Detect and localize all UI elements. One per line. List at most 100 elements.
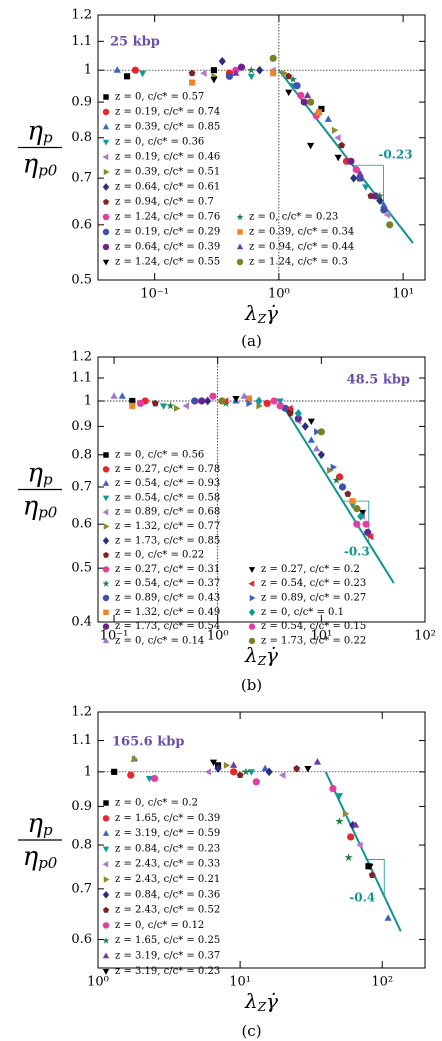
y-tick-label: 0.7 (71, 881, 92, 896)
data-point (352, 821, 360, 828)
data-point (188, 69, 196, 77)
legend-label: z = 1.65, c/c* = 0.25 (115, 935, 220, 946)
slope-triangle (366, 859, 385, 897)
legend-marker (102, 213, 110, 221)
legend-label: z = 0.94, c/c* = 0.7 (115, 197, 214, 208)
legend-marker (248, 580, 255, 587)
legend-label: z = 3.19, c/c* = 0.59 (115, 828, 220, 839)
y-label-numerator: ηp (27, 459, 53, 489)
legend-label: z = 2.43, c/c* = 0.21 (115, 874, 220, 885)
data-point (338, 483, 347, 491)
legend-label: z = 0.84, c/c* = 0.36 (115, 889, 220, 900)
data-point (315, 109, 322, 116)
y-tick-label: 1 (84, 63, 92, 78)
data-point (300, 98, 308, 106)
plot-frame (97, 711, 426, 969)
legend-label: z = 3.19, c/c* = 0.23 (115, 966, 220, 977)
legend-label: z = 0.27, c/c* = 0.31 (115, 564, 220, 575)
y-label-numerator: ηp (27, 809, 53, 839)
data-point (349, 820, 357, 830)
data-point (200, 69, 207, 77)
data-point (247, 73, 255, 81)
legend-marker (102, 936, 110, 944)
y-tick-label: 0.9 (71, 419, 92, 434)
x-tick-label: 10² (414, 629, 436, 644)
legend-marker (103, 876, 110, 883)
legend-label: z = 0.19, c/c* = 0.74 (115, 107, 220, 118)
data-point (324, 115, 332, 122)
legend-marker (103, 168, 110, 176)
data-point (307, 418, 315, 426)
data-point (294, 414, 302, 423)
data-point (375, 191, 384, 200)
data-point (335, 793, 344, 800)
y-label-part: η (27, 809, 43, 839)
x-label-part: Z (257, 312, 267, 326)
legend-marker (236, 213, 244, 221)
legend-marker (102, 637, 110, 644)
data-point (288, 75, 298, 83)
data-point (358, 509, 367, 517)
data-point (210, 67, 217, 74)
data-point (334, 134, 341, 142)
y-label-part: η (23, 492, 39, 522)
legend-label: z = 0.39, c/c* = 0.34 (249, 227, 354, 238)
data-point (232, 69, 240, 76)
x-tick-label: 10¹ (310, 629, 332, 644)
legend-label: z = 0, c/c* = 0.12 (115, 920, 204, 931)
x-label-part: λ (244, 301, 258, 325)
data-point (353, 505, 361, 513)
legend-marker (236, 258, 244, 266)
x-label-part: λ (244, 643, 258, 667)
data-point (347, 157, 355, 165)
data-point (307, 436, 315, 443)
legend-label: z = 0.94, c/c* = 0.44 (249, 242, 354, 253)
y-label-part: p (43, 129, 53, 147)
data-point (306, 98, 315, 106)
data-point (127, 771, 135, 779)
y-label-part: p0 (38, 504, 58, 522)
legend-marker (102, 228, 110, 236)
data-point (270, 397, 278, 405)
data-point (342, 810, 350, 818)
x-tick-label: 10⁰ (268, 287, 290, 302)
data-point (317, 450, 325, 460)
legend-label: z = 0, c/c* = 0.23 (249, 212, 338, 223)
legend-label: z = 1.32, c/c* = 0.49 (115, 607, 220, 618)
slope-label: -0.23 (378, 148, 412, 162)
x-label: λZγ̇ (244, 643, 278, 668)
data-point (383, 211, 391, 219)
legend-label: z = 0, c/c* = 0.56 (115, 450, 204, 461)
data-point (386, 221, 394, 229)
legend-label: z = 0.64, c/c* = 0.61 (115, 182, 220, 193)
data-point (278, 771, 286, 779)
legend-marker (102, 198, 110, 205)
data-point (336, 473, 344, 481)
x-label-part: γ̇ (266, 643, 278, 667)
data-point (334, 154, 342, 162)
y-tick-label: 1 (84, 393, 92, 408)
data-point (118, 392, 126, 399)
legend-marker (102, 108, 110, 116)
legend-marker (102, 509, 109, 516)
data-point (364, 528, 372, 536)
legend-marker (102, 153, 109, 161)
data-point (209, 759, 218, 767)
data-point (353, 520, 361, 528)
y-label-part: p (43, 471, 53, 489)
y-tick-label: 0.6 (71, 517, 92, 532)
data-point (276, 402, 284, 410)
data-point (371, 192, 380, 200)
legend-marker (102, 480, 110, 486)
plot-frame (97, 14, 426, 281)
legend-label: z = 0.84, c/c* = 0.23 (115, 843, 220, 854)
data-point (332, 475, 341, 484)
slope-label: -0.4 (349, 890, 375, 904)
x-label-part: λ (244, 989, 258, 1013)
legend-label: z = 0.27, c/c* = 0.78 (115, 464, 220, 475)
y-tick-label: 0.9 (71, 95, 92, 110)
data-point (159, 403, 168, 410)
legend-marker (102, 123, 110, 130)
data-point (293, 764, 301, 772)
